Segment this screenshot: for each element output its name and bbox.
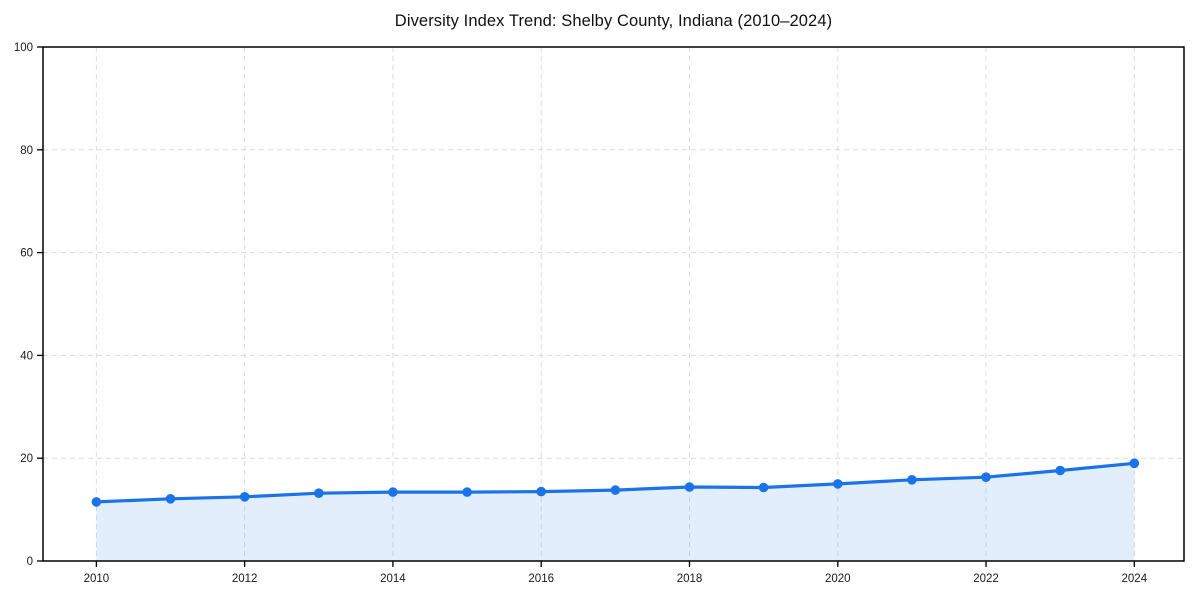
data-point xyxy=(239,492,250,502)
area-fill xyxy=(96,463,1135,561)
x-tick-label: 2020 xyxy=(825,573,851,585)
x-tick-label: 2012 xyxy=(232,573,258,585)
plot-frame xyxy=(42,46,1185,562)
data-point xyxy=(981,472,991,483)
data-point xyxy=(314,488,324,499)
x-tick-label: 2016 xyxy=(528,573,554,585)
data-point xyxy=(610,485,621,495)
data-point xyxy=(388,487,398,497)
data-point xyxy=(91,497,102,507)
x-tick-label: 2010 xyxy=(84,573,110,585)
data-point xyxy=(833,479,843,489)
y-tick-label: 40 xyxy=(20,350,33,362)
y-tick-label: 100 xyxy=(14,42,33,54)
y-tick-label: 60 xyxy=(20,248,33,260)
x-tick-label: 2024 xyxy=(1122,573,1148,585)
data-point xyxy=(1055,465,1065,476)
x-tick-label: 2018 xyxy=(677,573,703,585)
y-tick-label: 80 xyxy=(20,145,33,157)
chart-title: Diversity Index Trend: Shelby County, In… xyxy=(394,12,833,30)
data-point xyxy=(536,486,546,497)
y-tick-label: 20 xyxy=(20,453,33,465)
data-point xyxy=(684,482,695,492)
x-tick-label: 2022 xyxy=(973,573,999,585)
data-point xyxy=(1129,458,1140,469)
data-point xyxy=(462,487,472,497)
data-point xyxy=(758,482,769,493)
data-point xyxy=(907,475,917,485)
y-tick-label: 0 xyxy=(27,556,33,568)
data-point xyxy=(165,494,176,504)
x-tick-label: 2014 xyxy=(380,573,406,585)
